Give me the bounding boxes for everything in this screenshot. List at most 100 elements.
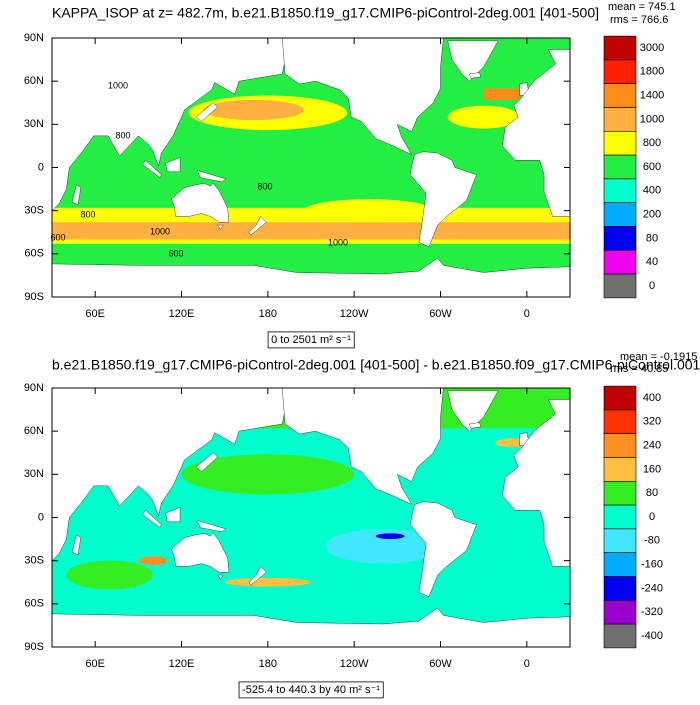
colorbar-label: 240: [643, 440, 661, 452]
colorbar-box: [603, 59, 637, 85]
colorbar-label: 40: [646, 256, 658, 268]
colorbar-label: 600: [643, 161, 661, 173]
lon-label: 120W: [340, 308, 369, 320]
colorbar-box: [603, 83, 637, 108]
field-patch: [203, 99, 304, 121]
map-panel: b.e21.B1850.f19_g17.CMIP6-piControl-2deg…: [24, 351, 700, 699]
lat-label: 90S: [24, 291, 44, 303]
lon-label: 60W: [429, 658, 452, 670]
lat-label: 60S: [24, 598, 44, 610]
lat-label: 90N: [24, 382, 44, 394]
colorbar-box: [603, 385, 637, 411]
colorbar-box: [603, 623, 637, 649]
colorbar-box: [603, 457, 637, 482]
lon-label: 120E: [169, 308, 195, 320]
field-patch: [66, 560, 153, 590]
lat-label: 0: [38, 161, 44, 173]
contour-label: 1000: [328, 237, 348, 247]
colorbar-box: [603, 409, 637, 434]
field-patch: [138, 556, 168, 565]
lon-label: 120W: [340, 658, 369, 670]
rms-stat: rms = 40.85: [610, 363, 668, 375]
field-patch: [181, 454, 355, 495]
colorbar-label: 1800: [640, 66, 664, 78]
lat-label: 30S: [24, 555, 44, 567]
lat-label: 30S: [24, 205, 44, 217]
colorbar-box: [603, 250, 637, 275]
colorbar-label: 400: [643, 392, 661, 404]
rms-stat: rms = 766.6: [610, 14, 668, 26]
lat-label: 60N: [24, 425, 44, 437]
lat-label: 60S: [24, 248, 44, 260]
colorbar-box: [603, 599, 637, 625]
field-patch: [303, 199, 434, 223]
range-note-box: [238, 681, 384, 699]
lat-label: 60N: [24, 75, 44, 87]
map-field: [51, 387, 571, 648]
colorbar-label: 200: [643, 209, 661, 221]
colorbar-box: [603, 35, 637, 61]
colorbar-box: [603, 154, 637, 180]
colorbar-label: -240: [641, 582, 663, 594]
colorbar-label: 160: [643, 463, 661, 475]
colorbar-label: 80: [646, 487, 658, 499]
colorbar-label: 3000: [640, 42, 664, 54]
colorbar-label: -80: [644, 535, 660, 547]
colorbar-box: [603, 433, 637, 458]
colorbar-label: 320: [643, 416, 661, 428]
contour-label: 600: [168, 248, 183, 258]
colorbar-label: 1400: [640, 90, 664, 102]
panel-title: KAPPA_ISOP at z= 482.7m, b.e21.B1850.f19…: [52, 5, 599, 21]
range-note-box: [267, 331, 355, 349]
colorbar-label: 1000: [640, 113, 664, 125]
lat-label: 90S: [24, 641, 44, 653]
contour-label: 1000: [150, 226, 170, 236]
lon-label: 120E: [169, 658, 195, 670]
colorbar-box: [603, 528, 637, 554]
contour-label: 800: [80, 209, 95, 219]
lon-label: 60W: [429, 308, 452, 320]
range-note: -525.4 to 440.3 by 40 m² s⁻¹: [242, 684, 380, 696]
lon-label: 60E: [85, 658, 105, 670]
colorbar-box: [603, 552, 637, 577]
field-patch: [52, 222, 570, 240]
field-patch: [483, 88, 520, 100]
colorbar-box: [603, 178, 637, 203]
colorbar-label: 800: [643, 137, 661, 149]
colorbar-box: [603, 226, 637, 251]
colorbar-label: 80: [646, 232, 658, 244]
lat-label: 0: [38, 511, 44, 523]
field-patch: [375, 533, 405, 540]
mean-stat: mean = -0.1915: [620, 351, 697, 363]
contour-label: 800: [115, 130, 130, 140]
colorbar-box: [603, 504, 637, 530]
mean-stat: mean = 745.1: [608, 1, 676, 13]
range-note: 0 to 2501 m² s⁻¹: [271, 334, 351, 346]
lon-label: 180: [259, 658, 277, 670]
colorbar-label: 0: [649, 280, 655, 292]
colorbar-label: -320: [641, 606, 663, 618]
colorbar-box: [603, 576, 637, 601]
lat-label: 90N: [24, 32, 44, 44]
colorbar-label: -160: [641, 559, 663, 571]
lon-label: 180: [259, 308, 277, 320]
field-patch: [325, 529, 441, 564]
colorbar-label: 400: [643, 185, 661, 197]
colorbar-box: [603, 202, 637, 227]
lon-label: 0: [524, 308, 530, 320]
colorbar-label: -400: [641, 630, 663, 642]
colorbar-box: [603, 107, 637, 132]
map-panel: KAPPA_ISOP at z= 482.7m, b.e21.B1850.f19…: [24, 1, 676, 349]
lat-label: 30N: [24, 468, 44, 480]
lon-label: 0: [524, 658, 530, 670]
panel-title: b.e21.B1850.f19_g17.CMIP6-piControl-2deg…: [52, 357, 700, 373]
colorbar-box: [603, 273, 637, 299]
lat-label: 30N: [24, 118, 44, 130]
colorbar-box: [603, 480, 637, 506]
contour-label: 1000: [108, 80, 128, 90]
lon-label: 60E: [85, 308, 105, 320]
colorbar-label: 0: [649, 511, 655, 523]
contour-label: 600: [50, 232, 65, 242]
field-patch: [447, 105, 520, 129]
